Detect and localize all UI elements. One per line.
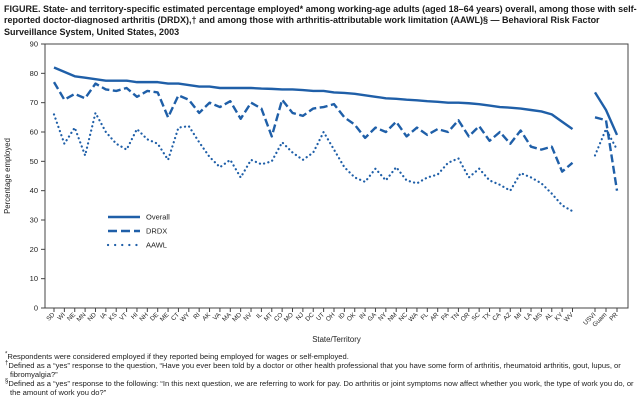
- x-tick-label: LA: [523, 311, 534, 322]
- footnote-marker: *: [5, 351, 8, 358]
- x-tick-label: GA: [366, 311, 378, 323]
- plot-frame: [44, 43, 629, 309]
- x-tick-label: MI: [513, 311, 523, 321]
- x-tick-label: OK: [346, 311, 358, 323]
- footnote-marker: §: [5, 378, 9, 385]
- y-tick-label: 80: [30, 69, 38, 78]
- footnote-aawl: §Defined as a “yes” response to the foll…: [5, 378, 637, 398]
- x-axis-title: State/Territory: [312, 335, 361, 344]
- x-tick-label: SD: [45, 311, 56, 322]
- x-tick-label: PR: [608, 311, 619, 322]
- x-tick-label: KY: [554, 311, 565, 322]
- x-tick-label: NV: [242, 311, 254, 323]
- x-tick-label: OR: [460, 311, 472, 323]
- x-tick-label: NC: [398, 311, 410, 323]
- x-tick-label: AK: [201, 311, 212, 322]
- x-tick-label: MT: [263, 311, 274, 322]
- x-tick-label: FL: [420, 311, 430, 321]
- x-tick-label: ID: [337, 311, 347, 321]
- figure-title: FIGURE. State- and territory-specific es…: [4, 4, 637, 37]
- y-tick-label: 50: [30, 157, 38, 166]
- x-tick-label: IN: [358, 311, 368, 321]
- series-overall-line-territories: [593, 91, 619, 136]
- x-tick-label: WA: [407, 311, 420, 324]
- x-tick-label: CO: [273, 311, 285, 323]
- footnote-marker: †: [5, 360, 9, 367]
- y-tick-label: 20: [30, 245, 38, 254]
- y-tick-label: 90: [30, 40, 38, 49]
- legend-label-drdx: DRDX: [146, 227, 167, 236]
- y-axis-title: Percentage employed: [3, 138, 12, 214]
- x-tick-label: VA: [212, 311, 223, 322]
- x-tick-label: NJ: [295, 311, 305, 321]
- x-tick-label: UT: [315, 311, 326, 322]
- footnote-drdx: †Defined as a “yes” response to the ques…: [5, 360, 637, 380]
- x-tick-label: OH: [325, 311, 337, 323]
- x-tick-label: RI: [192, 311, 202, 321]
- x-tick-label: KS: [108, 311, 119, 322]
- series-aawl-line-territories: [593, 127, 619, 157]
- x-tick-label: DE: [149, 311, 160, 322]
- x-tick-label: DC: [304, 311, 316, 323]
- x-tick-label: IL: [255, 311, 264, 320]
- x-tick-label: CT: [170, 311, 181, 322]
- x-tick-label: MO: [283, 311, 295, 323]
- x-tick-label: NY: [377, 311, 389, 323]
- x-tick-label: IA: [99, 311, 109, 321]
- x-tick-label: AL: [544, 311, 555, 322]
- footnote-employed: *Respondents were considered employed if…: [5, 351, 637, 361]
- x-tick-label: SC: [470, 311, 481, 322]
- x-tick-label: NE: [66, 311, 77, 322]
- x-tick-label: PA: [440, 311, 451, 322]
- x-tick-label: TN: [450, 311, 461, 322]
- x-tick-label: HI: [130, 311, 140, 321]
- x-tick-label: VT: [118, 311, 129, 322]
- legend-label-aawl: AAWL: [146, 241, 167, 250]
- x-tick-label: ND: [87, 311, 99, 323]
- x-tick-label: CA: [491, 311, 503, 323]
- y-tick-label: 40: [30, 186, 38, 195]
- series-drdx-line-territories: [594, 116, 619, 191]
- x-tick-label: AZ: [502, 311, 513, 322]
- chart-area: 0 10 20 30 40 50 60 70 80 90 SD WI NE MN ND IA KS VT HI NH D…: [0, 40, 640, 348]
- x-tick-label: NM: [387, 311, 399, 323]
- footnotes: *Respondents were considered employed if…: [5, 351, 637, 398]
- series-overall-line: [53, 66, 574, 131]
- x-tick-label: WI: [56, 311, 67, 322]
- x-tick-label: WY: [179, 311, 192, 324]
- y-tick-label: 10: [30, 274, 38, 283]
- legend-label-overall: Overall: [146, 213, 170, 222]
- series-drdx-line: [52, 81, 574, 173]
- footnote-text: Defined as a “yes” response to the follo…: [8, 379, 634, 398]
- x-tick-label: TX: [481, 311, 492, 322]
- x-tick-label: ME: [159, 311, 171, 323]
- x-tick-label: AR: [429, 311, 440, 322]
- series-aawl-line: [52, 111, 574, 213]
- y-tick-label: 70: [30, 98, 38, 107]
- x-tick-label: WV: [563, 311, 576, 324]
- x-tick-label: NH: [138, 311, 150, 323]
- y-tick-label: 30: [30, 216, 38, 225]
- y-tick-label: 0: [34, 304, 38, 313]
- footnote-text: Respondents were considered employed if …: [7, 352, 349, 361]
- x-tick-label: MS: [532, 311, 544, 323]
- footnote-text: Defined as a “yes” response to the quest…: [8, 361, 621, 380]
- y-tick-label: 60: [30, 128, 38, 137]
